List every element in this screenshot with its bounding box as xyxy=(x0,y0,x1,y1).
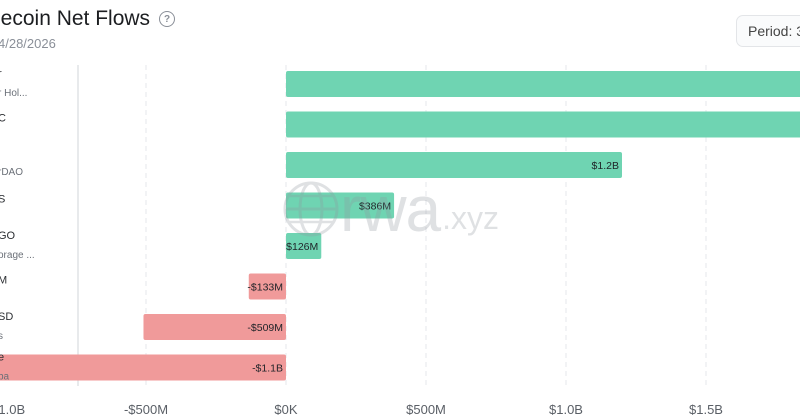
period-selector[interactable]: Period: 3 xyxy=(736,15,800,47)
bar-value-label: -$133M xyxy=(247,282,283,294)
bar[interactable] xyxy=(286,233,322,259)
category-sublabel: s xyxy=(0,331,3,342)
bar-value-label: $1.2B xyxy=(592,160,619,172)
bar[interactable] xyxy=(286,111,800,138)
chart-title-text: lecoin Net Flows xyxy=(0,7,151,30)
bar[interactable] xyxy=(286,152,622,178)
as-of-date: 4/28/2026 xyxy=(0,36,56,51)
rwa-watermark: rwa .xyz xyxy=(282,177,499,241)
bar-value-label: -$1.1B xyxy=(252,363,283,375)
bar[interactable] xyxy=(143,314,286,340)
category-sublabel: rDAO xyxy=(0,167,23,178)
category-label: GO xyxy=(0,230,16,242)
category-sublabel: r Hol... xyxy=(0,88,27,99)
category-label: SD xyxy=(0,311,13,323)
x-tick-label: $500M xyxy=(406,402,446,417)
x-tick-label: $1.5B xyxy=(689,402,723,417)
bar[interactable] xyxy=(286,71,800,97)
globe-icon xyxy=(283,181,339,237)
bar[interactable] xyxy=(0,354,286,381)
category-label: M xyxy=(0,275,7,287)
question-circle-icon[interactable]: ? xyxy=(159,11,176,27)
watermark-suffix: .xyz xyxy=(442,199,500,236)
category-sublabel: orage ... xyxy=(0,250,35,261)
x-tick-label: -$500M xyxy=(124,402,168,417)
x-tick-label: $1.0B xyxy=(549,402,583,417)
category-label: e xyxy=(0,352,4,364)
bar[interactable] xyxy=(248,273,286,300)
category-label: S xyxy=(0,194,5,206)
category-sublabel: ba xyxy=(0,372,10,383)
x-tick-label: $0K xyxy=(274,402,297,417)
chart-title: lecoin Net Flows ? xyxy=(0,7,176,31)
bar-value-label: $126M xyxy=(286,241,318,253)
category-label: C xyxy=(0,113,6,125)
watermark-text: rwa xyxy=(340,173,441,245)
bar[interactable] xyxy=(286,192,395,219)
x-tick-label: -$1.0B xyxy=(0,402,25,417)
bar-value-label: -$509M xyxy=(247,322,283,334)
bar-value-label: $386M xyxy=(359,201,391,213)
category-label: r xyxy=(0,68,2,80)
